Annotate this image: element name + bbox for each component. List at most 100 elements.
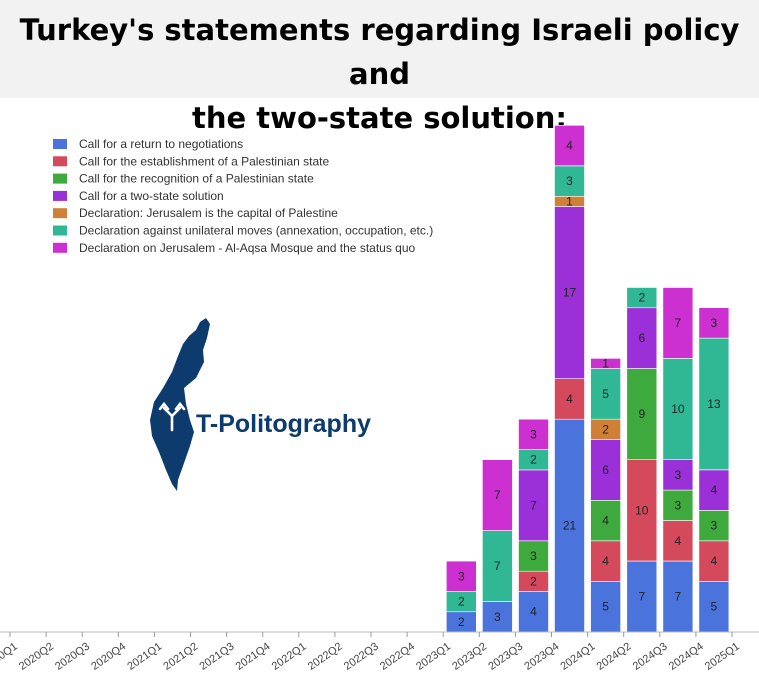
bar-segment [518,540,549,572]
legend-entry: Call for a return to negotiations [79,137,243,151]
bar-segment [518,418,549,450]
x-tick-label: 2020Q3 [53,641,92,673]
data-label: 9 [638,407,645,421]
bar-segment [698,580,730,633]
data-label: 7 [638,590,645,604]
data-label: 4 [602,514,609,528]
bar-segment [518,469,549,542]
data-label: 6 [602,463,609,477]
data-label: 2 [458,615,465,629]
data-label: 1 [566,194,573,208]
bars: 2233774237232141713454462517109627433107… [445,125,730,633]
data-label: 5 [602,387,609,401]
bar-segment [662,520,694,562]
x-tick-label: 2022Q1 [270,641,309,673]
bar-segment [554,206,585,379]
x-tick-label: 2022Q2 [306,641,345,673]
legend-swatch [53,139,67,149]
x-tick-label: 2023Q2 [450,641,489,673]
data-label: 6 [638,331,645,345]
data-label: 10 [635,503,649,517]
x-tick-label: 2021Q3 [197,641,236,673]
data-label: 4 [711,483,718,497]
bar-segment [662,489,694,521]
data-label: 3 [675,468,682,482]
bar-segment [590,540,621,582]
data-label: 17 [563,286,577,300]
x-tick-label: 2021Q2 [161,641,200,673]
data-label: 7 [675,590,682,604]
bar-segment [482,459,513,531]
data-label: 4 [711,554,718,568]
bar-segment [662,459,694,491]
bar-segment [590,439,621,501]
legend-swatch [53,156,67,167]
data-label: 3 [494,610,501,624]
data-label: 3 [675,498,682,512]
data-label: 2 [530,453,537,467]
data-label: 7 [494,559,501,573]
bar-segment [662,358,694,460]
legend: Call for a return to negotiations Call fo… [53,137,433,255]
bar-segment [698,510,730,542]
x-tick-label: 2025Q1 [703,641,742,673]
data-label: 10 [671,402,685,416]
data-label: 2 [638,291,645,305]
bar-segment [554,418,585,633]
data-label: 13 [707,397,721,411]
data-label: 4 [530,605,537,619]
logo-text: T-Politography [196,410,371,438]
chart-title-line-1: Turkey's statements regarding Israeli po… [19,13,740,91]
data-label: 3 [711,519,718,533]
x-tick-label: 2022Q3 [342,641,381,673]
bar-segment [554,378,585,420]
legend-swatch [53,173,67,184]
bar-segment [626,459,658,562]
x-tick-label: 2023Q3 [486,641,525,673]
legend-swatch [53,225,67,236]
legend-swatch [53,190,67,201]
logo: T-Politography [150,318,371,491]
data-label: 2 [530,574,537,588]
data-label: 4 [602,554,609,568]
legend-swatch [53,208,67,219]
bar-segment [590,358,621,369]
bar-segment [554,125,585,167]
x-axis: 2020Q12020Q22020Q32020Q42021Q12021Q22021… [0,631,759,673]
data-label: 5 [602,600,609,614]
bar-segment [662,287,694,359]
bar-segment [590,499,621,542]
x-tick-label: 2023Q4 [522,641,561,673]
data-label: 7 [675,316,682,330]
data-label: 1 [602,357,609,371]
bar-segment [590,368,621,420]
x-tick-label: 2020Q1 [0,641,20,673]
bar-segment [662,560,694,633]
legend-entry: Declaration on Jerusalem - Al-Aqsa Mosqu… [79,241,416,255]
data-label: 4 [566,392,573,406]
title-banner [0,0,759,98]
bar-segment [626,560,658,633]
data-label: 4 [675,534,682,548]
x-tick-label: 2020Q4 [89,641,128,673]
data-label: 3 [458,569,465,583]
data-label: 21 [563,519,577,533]
bar-segment [445,560,477,592]
chart-title: Turkey's statements regarding Israeli po… [0,8,759,140]
data-label: 2 [458,595,465,609]
data-label: 3 [566,174,573,188]
x-tick-label: 2024Q2 [595,641,634,673]
signpost-icon [158,401,186,432]
legend-swatch [53,242,67,253]
x-tick-label: 2024Q4 [667,641,706,673]
x-tick-label: 2024Q1 [558,641,597,673]
bar-segment [590,580,621,633]
legend-entry: Call for a two-state solution [79,189,224,203]
data-label: 7 [530,498,537,512]
chart-title-line-2: the two-state solution: [192,101,567,135]
data-label: 7 [494,488,501,502]
bar-segment [626,287,658,309]
data-label: 3 [530,549,537,563]
data-label: 2 [602,422,609,436]
